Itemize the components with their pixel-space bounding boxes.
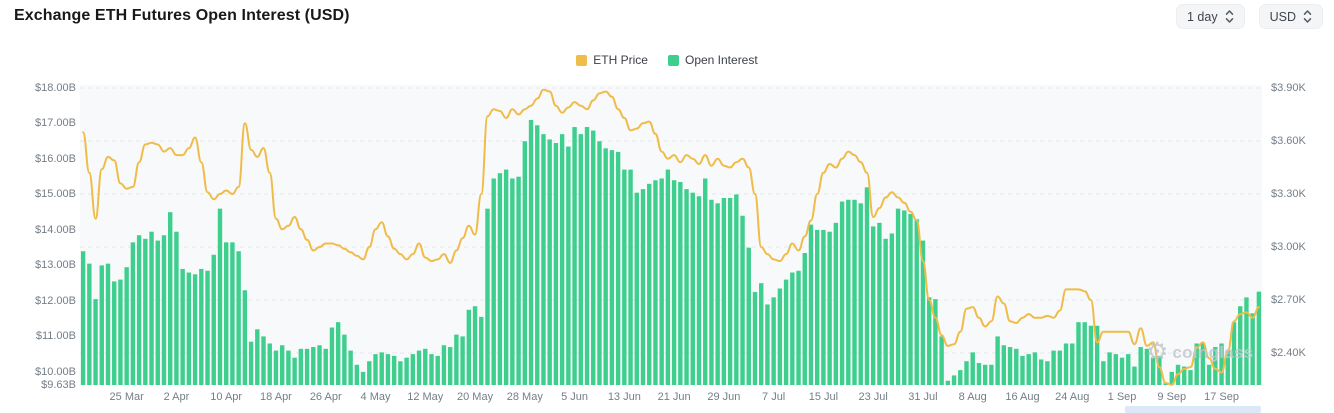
interval-value: 1 day (1187, 9, 1218, 24)
x-axis-tick-label: 7 Jul (762, 391, 786, 403)
x-axis-tick-label: 13 Jun (607, 391, 641, 403)
x-axis-tick-label: 16 Aug (1005, 391, 1040, 403)
x-axis-tick-label: 18 Apr (260, 391, 292, 403)
interval-select[interactable]: 1 day (1176, 4, 1245, 29)
x-axis-tick-label: 5 Jun (561, 391, 589, 403)
y-axis-left-tick-label: $14.00B (35, 223, 76, 236)
y-axis-right-tick-label: $3.00K (1271, 241, 1306, 253)
legend: ETH Price Open Interest (0, 51, 1334, 69)
x-axis-tick-label: 21 Jun (657, 391, 691, 403)
x-axis-tick-label: 20 May (456, 391, 494, 403)
y-axis-right-tick-label: $3.90K (1271, 82, 1306, 94)
x-axis-tick-label: 1 Sep (1107, 391, 1137, 403)
x-axis-tick-label: 15 Jul (808, 391, 839, 403)
y-axis-left-tick-label: $17.00B (35, 117, 76, 130)
x-axis-tick-label: 24 Aug (1055, 391, 1090, 403)
y-axis-right-tick-label: $3.60K (1271, 135, 1306, 147)
legend-label: Open Interest (684, 53, 758, 67)
y-axis-left-tick-label: $13.00B (35, 259, 76, 272)
legend-label: ETH Price (593, 53, 648, 67)
updown-chevron-icon (1303, 10, 1312, 23)
x-axis-tick-label: 10 Apr (210, 391, 243, 403)
x-axis-tick-label: 8 Aug (958, 391, 987, 403)
currency-value: USD (1269, 9, 1296, 24)
eth-price-line (82, 88, 1260, 386)
y-axis-left-tick-label: $10.00B (35, 365, 76, 378)
page-title: Exchange ETH Futures Open Interest (USD) (14, 7, 350, 24)
x-axis-tick-label: 17 Sep (1204, 391, 1239, 403)
currency-select[interactable]: USD (1258, 4, 1323, 29)
x-axis-tick-label: 4 May (360, 391, 391, 403)
y-axis-right-tick-label: $2.70K (1271, 294, 1306, 306)
legend-item-open-interest[interactable]: Open Interest (667, 53, 758, 67)
x-axis-tick-label: 23 Jul (858, 391, 888, 403)
eth-price-swatch (576, 54, 588, 66)
open-interest-swatch (667, 54, 679, 66)
y-axis-left-tick-label: $12.00B (35, 294, 76, 307)
y-axis-left-tick-label: $15.00B (35, 188, 76, 201)
open-interest-bars (80, 119, 1262, 385)
x-axis-tick-label: 31 Jul (908, 391, 938, 403)
x-axis-tick-label: 29 Jun (707, 391, 741, 403)
x-axis-tick-label: 26 Apr (309, 391, 342, 403)
plot-background (80, 85, 1262, 385)
updown-chevron-icon (1225, 10, 1233, 23)
x-axis-tick-label: 28 May (506, 391, 543, 403)
y-axis-left-tick-label: $16.00B (35, 152, 76, 165)
y-axis-right-tick-label: $3.30K (1271, 188, 1306, 200)
x-axis-tick-label: 2 Apr (163, 391, 190, 403)
x-axis-tick-label: 25 Mar (109, 391, 144, 403)
y-axis-left-tick-label: $9.63B (41, 379, 76, 391)
y-axis-left-tick-label: $11.00B (35, 330, 76, 343)
x-axis-highlight (1125, 406, 1261, 413)
y-axis-right-tick-label: $2.40K (1271, 347, 1306, 359)
x-axis-tick-label: 12 May (407, 391, 444, 403)
x-axis-tick-label: 9 Sep (1157, 391, 1187, 403)
y-axis-left-tick-label: $18.00B (35, 82, 76, 94)
legend-item-eth-price[interactable]: ETH Price (576, 53, 648, 67)
chart-controls: 1 day USD (1176, 4, 1323, 29)
